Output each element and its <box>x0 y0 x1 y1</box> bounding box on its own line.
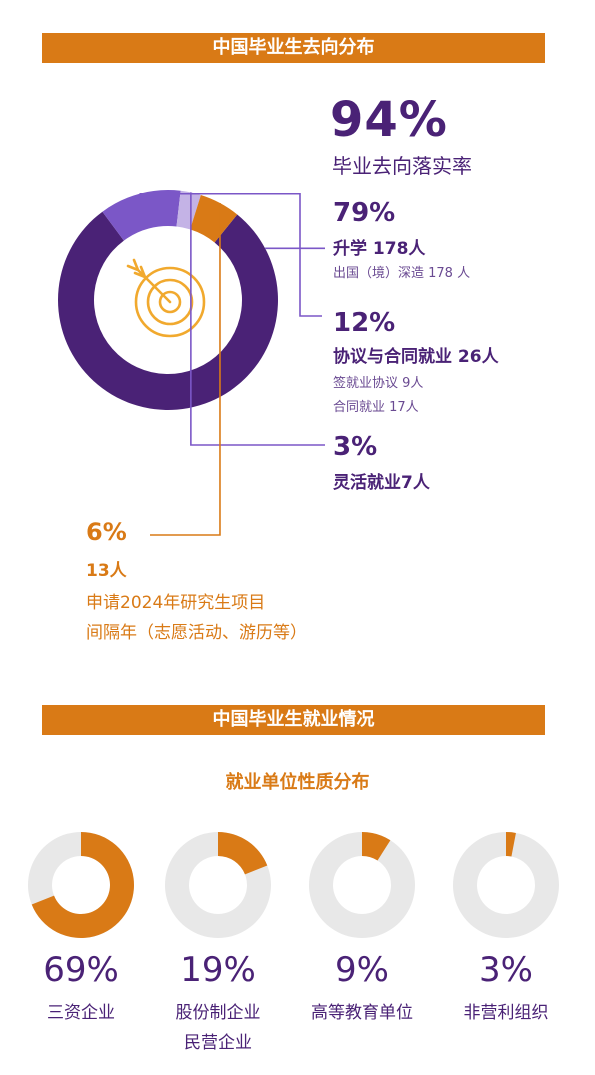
slice-detail-contract-1: 签就业协议 9人 <box>333 376 424 391</box>
slice-label-flex-pct: 3% <box>333 432 378 462</box>
leader-line-flex <box>190 192 325 446</box>
slice-detail-contract-2: 合同就业 17人 <box>333 400 419 415</box>
placement-rate-label: 毕业去向落实率 <box>332 154 472 178</box>
employer-label-foreign: 三资企业 <box>47 1003 115 1023</box>
employer-ring-slice-foreign <box>31 831 134 938</box>
employer-ring-slice-private <box>218 832 268 875</box>
slice-detail-gap-2: 间隔年（志愿活动、游历等） <box>86 623 307 643</box>
employer-label-nonprofit: 非营利组织 <box>463 1003 549 1023</box>
employer-ring-bg-university <box>308 832 415 938</box>
donut-slice-study <box>57 211 278 410</box>
slice-detail-study: 出国（境）深造 178 人 <box>333 266 471 281</box>
employer-type-subtitle: 就业单位性质分布 <box>225 772 370 793</box>
slice-label-study: 升学 178人 <box>333 239 426 259</box>
leader-line-gap <box>150 203 221 536</box>
slice-detail-gap-1: 申请2024年研究生项目 <box>86 593 266 613</box>
employer-ring-bg-nonprofit <box>452 832 559 938</box>
donut-slice-flex <box>176 190 201 230</box>
employer-pct-foreign: 69% <box>43 950 119 990</box>
target-arrow-icon <box>126 258 206 338</box>
employer-ring-bg-foreign <box>27 832 134 938</box>
donut-slice-contract <box>102 189 181 241</box>
slice-label-gap-pct: 6% <box>86 518 127 546</box>
employer-pct-nonprofit: 3% <box>479 950 533 990</box>
slice-label-flex: 灵活就业7人 <box>333 473 430 493</box>
section-title-destination: 中国毕业生去向分布 <box>42 33 545 63</box>
section-title-employment: 中国毕业生就业情况 <box>42 705 545 735</box>
slice-label-study-pct: 79% <box>333 198 396 228</box>
employer-pct-university: 9% <box>335 950 389 990</box>
employer-label-university: 高等教育单位 <box>311 1003 413 1023</box>
slice-label-contract-pct: 12% <box>333 308 396 338</box>
employer-label-private: 股份制企业 民营企业 <box>175 1003 261 1053</box>
employer-pct-private: 19% <box>180 950 256 990</box>
donut-slice-gap <box>190 195 238 243</box>
employer-ring-slice-nonprofit <box>506 832 516 857</box>
employer-ring-bg-private <box>164 832 271 938</box>
slice-label-gap: 13人 <box>86 561 127 581</box>
slice-label-contract: 协议与合同就业 26人 <box>333 347 499 367</box>
placement-rate-value: 94% <box>330 92 448 148</box>
employer-ring-slice-university <box>362 831 391 861</box>
leader-line-contract <box>139 192 322 317</box>
